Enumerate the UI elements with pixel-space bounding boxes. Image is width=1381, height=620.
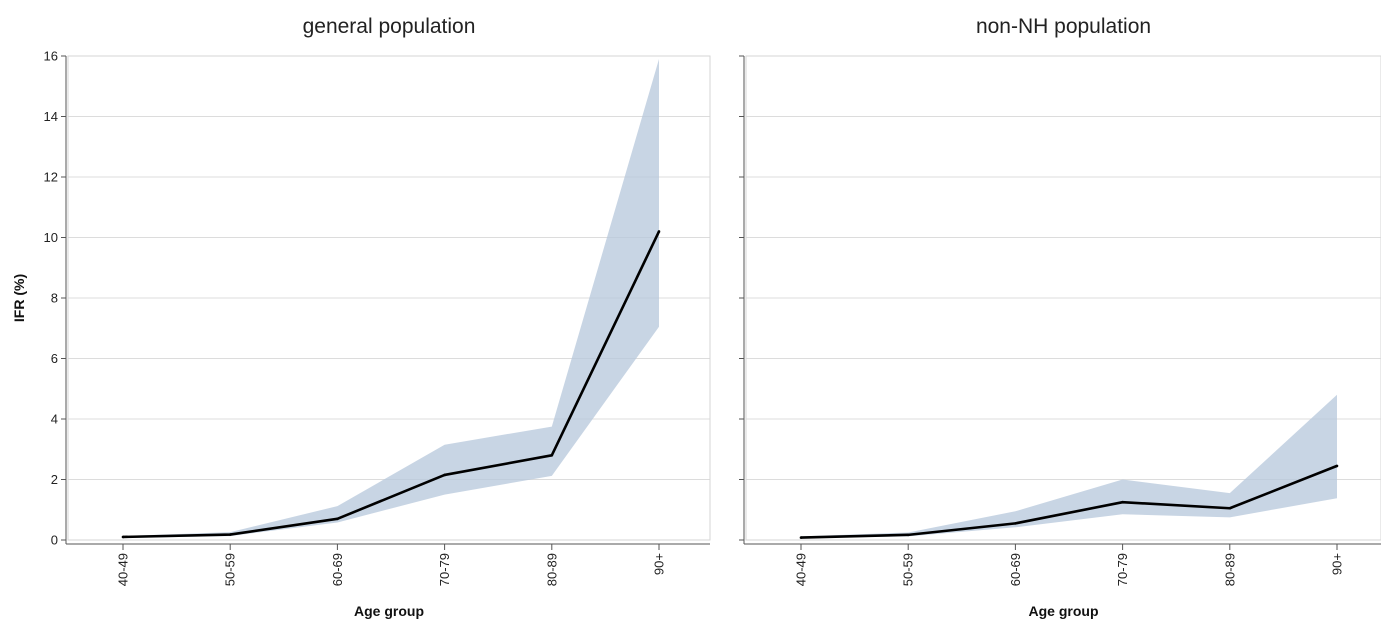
data-point [1014, 522, 1017, 525]
x-tick-label: 90+ [652, 553, 667, 575]
series-line [122, 230, 661, 539]
data-point [550, 454, 554, 457]
data-point [799, 536, 803, 539]
confidence-band [801, 394, 1337, 539]
plot-frame [745, 55, 1381, 541]
x-axis-title: Age group [1029, 603, 1099, 619]
x-tick-label: 90+ [1330, 553, 1345, 575]
y-tick-label: 16 [44, 49, 58, 64]
y-tick-label: 8 [51, 291, 58, 306]
x-tick-label: 60-69 [330, 553, 345, 586]
data-point [1121, 500, 1124, 504]
x-tick-label: 80-89 [544, 553, 559, 586]
data-point [228, 533, 232, 536]
x-tick-label: 40-49 [116, 553, 131, 586]
x-tick-label: 60-69 [1008, 553, 1023, 586]
chart-panel-2: non-NH population 40-49 50-59 60-69 70-79 80-… [739, 15, 1381, 619]
data-point [657, 230, 661, 233]
data-point [1228, 506, 1232, 510]
x-tick-label: 70-79 [437, 553, 452, 586]
data-point [1335, 464, 1339, 468]
data-point [336, 517, 339, 521]
x-tick-label: 70-79 [1115, 553, 1130, 586]
chart-title: non-NH population [976, 15, 1151, 38]
chart-title: general population [303, 15, 476, 38]
data-point [121, 535, 125, 539]
y-tick-label: 2 [51, 472, 58, 487]
plot-frame [67, 55, 711, 541]
y-tick-label: 0 [51, 533, 58, 548]
series-line [800, 464, 1338, 539]
x-tick-label: 40-49 [794, 553, 809, 586]
data-point [443, 473, 446, 477]
y-tick-label: 14 [44, 109, 58, 124]
y-tick-label: 6 [51, 351, 58, 366]
x-tick-label: 80-89 [1222, 553, 1237, 586]
y-tick-label: 12 [44, 170, 58, 185]
x-tick-label: 50-59 [901, 553, 916, 586]
x-axis-title: Age group [354, 603, 424, 619]
x-tick-label: 50-59 [223, 553, 238, 586]
y-tick-label: 4 [51, 412, 58, 427]
y-tick-label: 10 [44, 230, 58, 245]
y-axis-title: IFR (%) [11, 274, 27, 322]
data-point [906, 533, 910, 537]
